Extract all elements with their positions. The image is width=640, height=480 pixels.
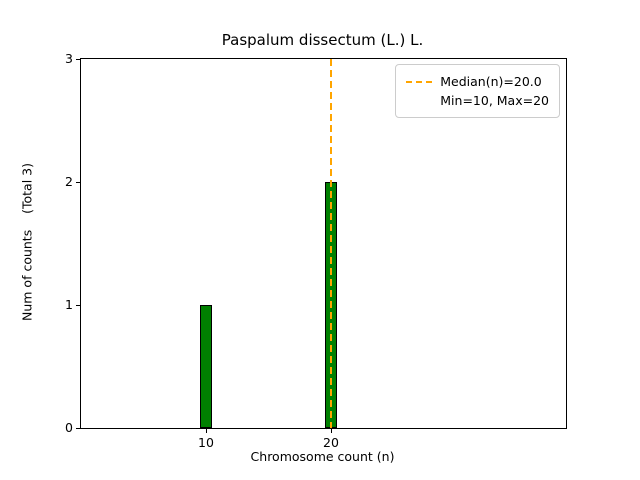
x-tick-mark (330, 429, 332, 433)
median-line (330, 59, 332, 428)
x-tick-label: 10 (198, 435, 214, 450)
y-tick-label: 1 (65, 297, 73, 312)
bar (199, 305, 213, 428)
y-tick-label: 3 (65, 51, 73, 66)
y-tick-mark (76, 304, 80, 306)
legend-label-minmax: Min=10, Max=20 (440, 93, 549, 108)
x-axis-label: Chromosome count (n) (250, 449, 395, 464)
legend-row-minmax: Min=10, Max=20 (406, 91, 549, 110)
x-tick-label: 20 (323, 435, 339, 450)
legend-label-median: Median(n)=20.0 (440, 74, 542, 89)
median-dashed-line-sample (406, 80, 433, 83)
y-tick-label: 2 (65, 174, 73, 189)
legend-spacer (406, 100, 432, 102)
chart-title: Paspalum dissectum (L.) L. (221, 31, 424, 49)
legend-row-median: Median(n)=20.0 (406, 72, 549, 91)
legend: Median(n)=20.0 Min=10, Max=20 (395, 64, 560, 118)
y-tick-mark (76, 181, 80, 183)
x-tick-mark (205, 429, 207, 433)
plot-area: 10 20 0 1 2 3 (65, 51, 567, 450)
y-tick-mark (76, 58, 80, 60)
y-tick-mark (76, 427, 80, 429)
y-axis-label: Num of counts (Total 3) (19, 163, 35, 321)
y-tick-label: 0 (65, 420, 73, 435)
